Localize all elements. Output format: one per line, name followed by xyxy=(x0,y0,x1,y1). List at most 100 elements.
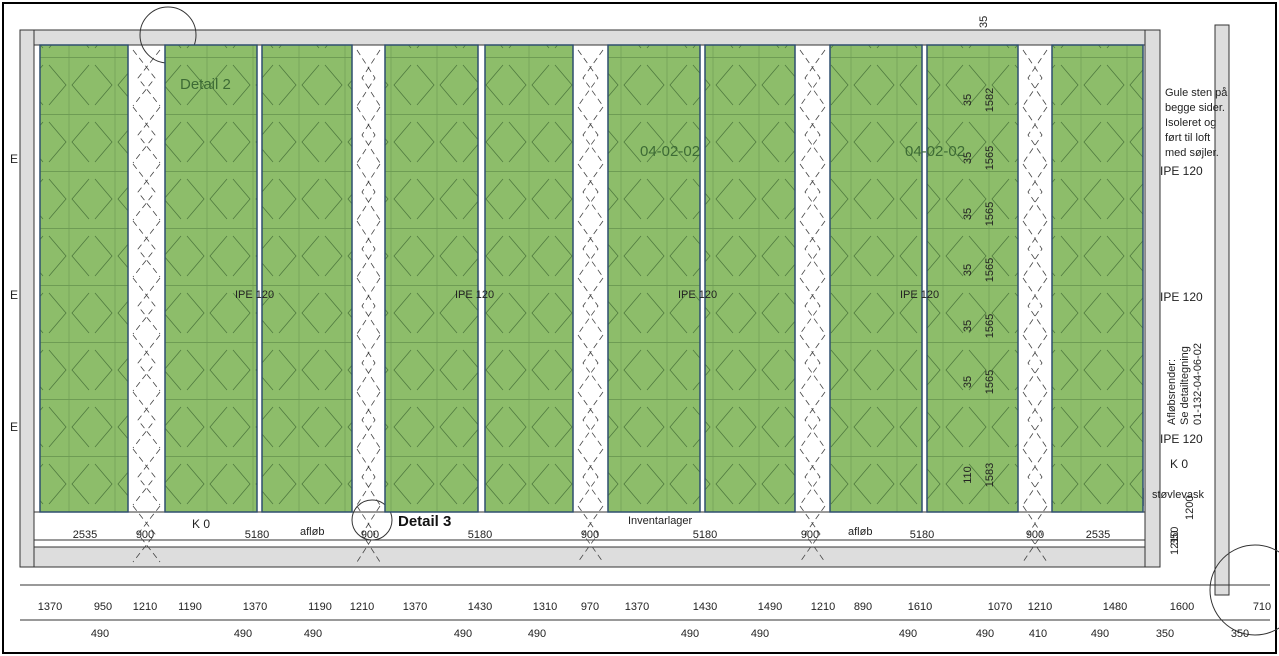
note-line: begge sider. xyxy=(1165,102,1225,114)
dim: 1565 xyxy=(984,202,996,226)
dim: 710 xyxy=(1253,601,1271,613)
drain-label: afløb xyxy=(300,526,324,538)
top-wall xyxy=(19,29,1161,46)
dim: 2535 xyxy=(1086,529,1110,541)
dim: 350 xyxy=(1169,527,1181,545)
dim: 1210 xyxy=(350,601,374,613)
dim: 1565 xyxy=(984,370,996,394)
beam-label: IPE 120 xyxy=(1160,432,1203,446)
dim: 350 xyxy=(1156,628,1174,640)
dim: 490 xyxy=(1091,628,1109,640)
grid-mark: E xyxy=(10,288,18,302)
drain-note: 01-132-04-06-02 xyxy=(1192,343,1204,425)
drain-note: Afløbsrender: xyxy=(1166,359,1178,425)
note-line: med søjler. xyxy=(1165,147,1219,159)
boot-wash: støvlevask xyxy=(1152,489,1204,501)
dim: 900 xyxy=(581,529,599,541)
dim: 950 xyxy=(94,601,112,613)
dim: 1610 xyxy=(908,601,932,613)
dim: 900 xyxy=(136,529,154,541)
dim: 1210 xyxy=(133,601,157,613)
left-wall xyxy=(19,29,35,568)
floor-panel xyxy=(484,44,574,513)
dim: 490 xyxy=(304,628,322,640)
note-line: Isoleret og xyxy=(1165,117,1216,129)
note-line: ført til loft xyxy=(1165,132,1210,144)
beam-label: IPE 120 xyxy=(678,289,717,301)
dim: 490 xyxy=(528,628,546,640)
dim: 5180 xyxy=(245,529,269,541)
dim: 1565 xyxy=(984,146,996,170)
dim: 1200 xyxy=(1184,496,1196,520)
dashed-outline xyxy=(132,49,161,563)
detail-circle xyxy=(1209,544,1279,636)
grid-mark: E xyxy=(10,420,18,434)
note-line: Gule sten på xyxy=(1165,87,1228,99)
floor-panel xyxy=(926,44,1019,513)
dim: 1490 xyxy=(758,601,782,613)
dim: 1370 xyxy=(38,601,62,613)
dim: 1190 xyxy=(308,601,332,613)
dim: 5180 xyxy=(468,529,492,541)
dashed-outline xyxy=(1022,49,1048,563)
dim: 35 xyxy=(962,152,974,164)
dashed-outline xyxy=(799,49,826,563)
dim: 1600 xyxy=(1170,601,1194,613)
dim: 410 xyxy=(1029,628,1047,640)
dim: 900 xyxy=(801,529,819,541)
dim: 5180 xyxy=(693,529,717,541)
dim: 1430 xyxy=(693,601,717,613)
beam-label: IPE 120 xyxy=(235,289,274,301)
dim: 2535 xyxy=(73,529,97,541)
detail-label: Detail 2 xyxy=(180,76,231,93)
drain-note: Se detailtegning xyxy=(1179,346,1191,425)
dim: 1370 xyxy=(243,601,267,613)
dim: 1565 xyxy=(984,258,996,282)
drain-label: afløb xyxy=(848,526,872,538)
floor-panel xyxy=(607,44,701,513)
dim: 1565 xyxy=(984,314,996,338)
dim: 350 xyxy=(1231,628,1249,640)
dashed-outline xyxy=(577,49,604,563)
dim: 35 xyxy=(962,94,974,106)
detail-label: Detail 3 xyxy=(398,513,451,530)
module-label: 04-02-02 xyxy=(905,143,965,160)
floor-panel xyxy=(829,44,923,513)
beam-label: IPE 120 xyxy=(1160,290,1203,304)
dim: 1190 xyxy=(178,601,202,613)
dim: 1583 xyxy=(984,463,996,487)
right-wall xyxy=(1144,29,1161,568)
floor-panel xyxy=(384,44,479,513)
floor-panel xyxy=(39,44,129,513)
grid-mark: E xyxy=(10,152,18,166)
beam-label: IPE 120 xyxy=(900,289,939,301)
dim: 1210 xyxy=(811,601,835,613)
floor-panel xyxy=(261,44,353,513)
dim: 1070 xyxy=(988,601,1012,613)
panels xyxy=(39,44,1144,563)
dim: 490 xyxy=(899,628,917,640)
dim: 35 xyxy=(962,320,974,332)
dim: 900 xyxy=(361,529,379,541)
dashed-outline xyxy=(356,49,381,563)
dim: 1210 xyxy=(1169,531,1181,555)
dim: 490 xyxy=(751,628,769,640)
dim: 970 xyxy=(581,601,599,613)
floor-panel xyxy=(1051,44,1144,513)
dim: 110 xyxy=(962,466,974,484)
dim: 1370 xyxy=(403,601,427,613)
dim: 35 xyxy=(962,208,974,220)
beam-label: IPE 120 xyxy=(455,289,494,301)
dim: 5180 xyxy=(910,529,934,541)
labels: Detail 2 Detail 3 04-02-02 04-02-02 IPE 120 I… xyxy=(10,16,1271,640)
beam-label: IPE 120 xyxy=(1160,164,1203,178)
dim: 490 xyxy=(454,628,472,640)
dim: 490 xyxy=(976,628,994,640)
storage-label: Inventarlager xyxy=(628,515,693,527)
level-label: K 0 xyxy=(1170,457,1188,471)
dim: 890 xyxy=(854,601,872,613)
dim: 1582 xyxy=(984,88,996,112)
dim: 1480 xyxy=(1103,601,1127,613)
